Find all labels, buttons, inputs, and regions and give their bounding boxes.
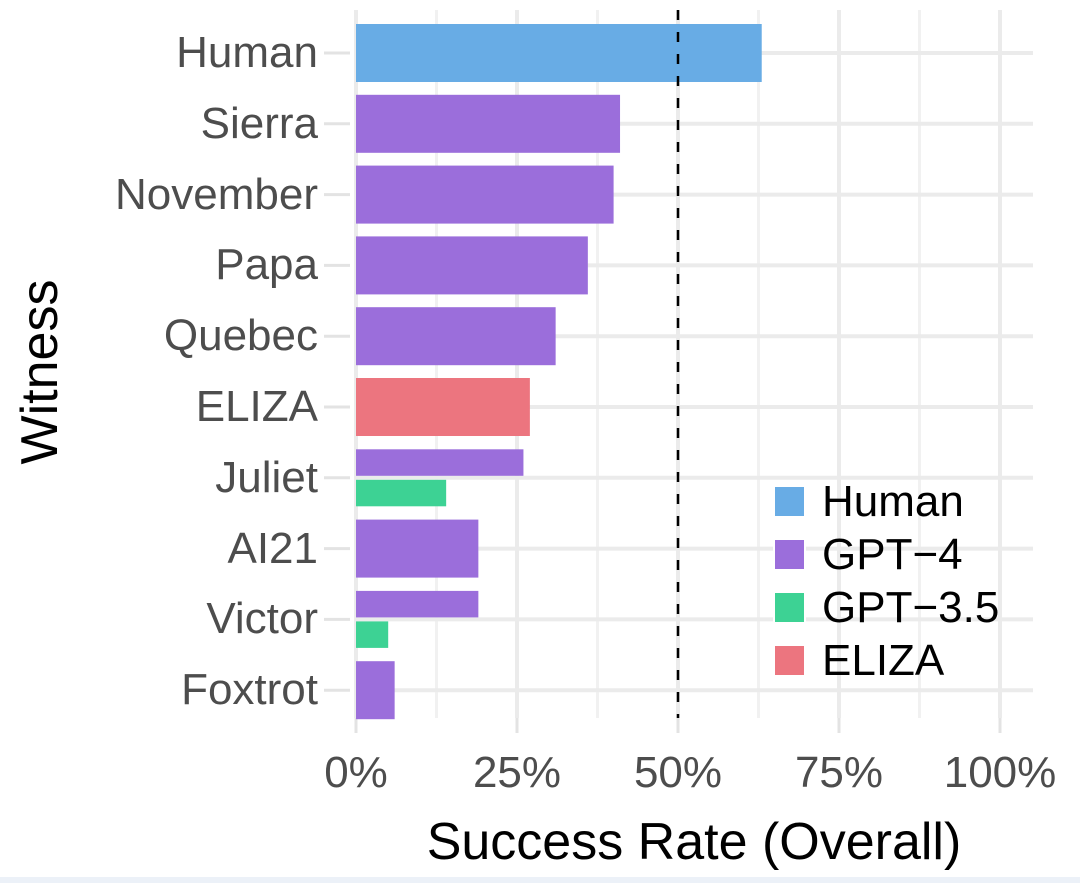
bar-juliet-gpt-3-5	[356, 479, 447, 507]
legend-item-eliza: ELIZA	[773, 638, 999, 682]
category-label-eliza: ELIZA	[195, 382, 318, 431]
bar-quebec	[356, 307, 556, 366]
legend-swatch-eliza	[773, 644, 806, 677]
legend-swatch-human	[773, 485, 806, 518]
legend-label-gpt-4: GPT−4	[822, 529, 963, 579]
legend-swatch-gpt-3-5	[773, 591, 806, 624]
x-tick-label-75: 75%	[794, 748, 884, 797]
category-label-sierra: Sierra	[200, 98, 318, 148]
x-tick-label-100: 100%	[943, 748, 1057, 797]
legend-label-eliza: ELIZA	[822, 635, 945, 685]
category-label-foxtrot: Foxtrot	[181, 665, 318, 715]
legend-label-gpt-3-5: GPT−3.5	[822, 582, 1000, 632]
category-label-juliet: Juliet	[215, 452, 318, 502]
bar-ai21	[356, 519, 479, 578]
legend-item-gpt-4: GPT−4	[773, 532, 999, 576]
legend-item-gpt-3-5: GPT−3.5	[773, 585, 999, 629]
category-label-november: November	[115, 169, 318, 219]
x-axis-title: Success Rate (Overall)	[426, 813, 962, 871]
bar-human	[356, 24, 762, 82]
bottom-strip	[0, 877, 1080, 883]
bar-juliet-gpt-4	[356, 449, 524, 476]
category-label-papa: Papa	[215, 240, 318, 290]
bar-foxtrot	[356, 661, 395, 720]
bar-papa	[356, 236, 588, 295]
bar-victor-gpt-3-5	[356, 621, 389, 648]
bar-eliza	[356, 378, 530, 436]
x-tick-label-25: 25%	[472, 748, 562, 797]
category-label-victor: Victor	[206, 594, 318, 644]
category-label-quebec: Quebec	[163, 311, 318, 361]
legend-item-human: Human	[773, 479, 999, 523]
category-label-ai21: AI21	[227, 523, 318, 573]
x-tick-label-50: 50%	[633, 748, 723, 797]
legend: Human GPT−4 GPT−3.5 ELIZA	[773, 479, 999, 682]
legend-label-human: Human	[822, 476, 964, 526]
y-axis-title: Witness	[11, 279, 69, 465]
bar-sierra	[356, 94, 621, 153]
bar-victor-gpt-4	[356, 590, 479, 618]
legend-swatch-gpt-4	[773, 538, 806, 571]
x-tick-label-0: 0%	[324, 748, 388, 797]
category-label-human: Human	[176, 28, 318, 77]
bar-november	[356, 165, 614, 224]
